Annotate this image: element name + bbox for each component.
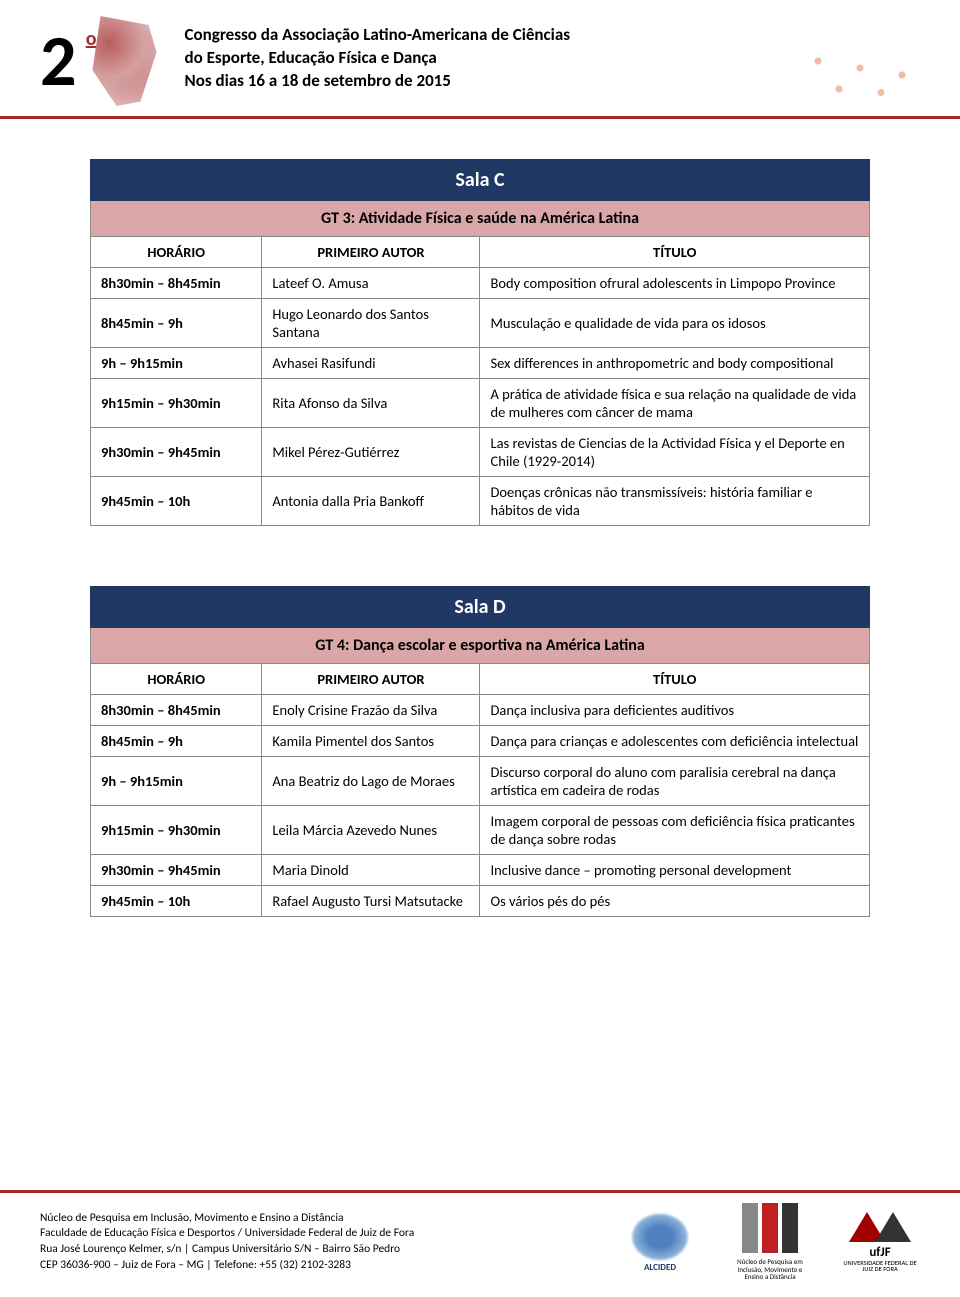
- schedule-table-sala-d: Sala D GT 4: Dança escolar e esportiva n…: [90, 586, 870, 917]
- table1-body: 8h30min – 8h45minLateef O. AmusaBody com…: [91, 268, 870, 526]
- col-header-autor: PRIMEIRO AUTOR: [262, 237, 480, 268]
- ufjf-sub: UNIVERSIDADE FEDERAL DE JUIZ DE FORA: [840, 1260, 920, 1273]
- gme-logo: Núcleo de Pesquisa em Inclusão, Moviment…: [730, 1207, 810, 1277]
- table-row: 9h45min – 10hRafael Augusto Tursi Matsut…: [91, 886, 870, 917]
- cell-autor: Enoly Crisine Frazão da Silva: [262, 695, 480, 726]
- bar-icon: [782, 1203, 798, 1253]
- cell-titulo: Inclusive dance – promoting personal dev…: [480, 855, 870, 886]
- table-row: 9h – 9h15minAvhasei RasifundiSex differe…: [91, 348, 870, 379]
- footer-address: Núcleo de Pesquisa em Inclusão, Moviment…: [40, 1211, 600, 1273]
- footer-line-3: Rua José Lourenço Kelmer, s/n | Campus U…: [40, 1242, 600, 1258]
- col-header-autor: PRIMEIRO AUTOR: [262, 664, 480, 695]
- cell-horario: 9h45min – 10h: [91, 886, 262, 917]
- page-header: 2 o Congresso da Associação Latino-Ameri…: [0, 0, 960, 119]
- table-row: 9h – 9h15minAna Beatriz do Lago de Morae…: [91, 757, 870, 806]
- alcided-logo: ALCIDED: [620, 1207, 700, 1277]
- cell-titulo: Sex differences in anthropometric and bo…: [480, 348, 870, 379]
- decorative-dots: [790, 40, 930, 110]
- globe-icon: [630, 1212, 690, 1262]
- table-row: 8h30min – 8h45minEnoly Crisine Frazão da…: [91, 695, 870, 726]
- cell-autor: Maria Dinold: [262, 855, 480, 886]
- main-content: Sala C GT 3: Atividade Física e saúde na…: [0, 119, 960, 997]
- cell-horario: 9h30min – 9h45min: [91, 428, 262, 477]
- ordinal-suffix: o: [86, 29, 97, 49]
- cell-horario: 8h30min – 8h45min: [91, 695, 262, 726]
- sala-title: Sala D: [91, 587, 870, 628]
- table-row: 9h15min – 9h30minLeila Márcia Azevedo Nu…: [91, 806, 870, 855]
- table-row: 8h45min – 9hHugo Leonardo dos Santos San…: [91, 299, 870, 348]
- cell-horario: 8h45min – 9h: [91, 299, 262, 348]
- bar-icon: [762, 1203, 778, 1253]
- cell-titulo: Dança inclusiva para deficientes auditiv…: [480, 695, 870, 726]
- cell-autor: Leila Márcia Azevedo Nunes: [262, 806, 480, 855]
- page-footer: Núcleo de Pesquisa em Inclusão, Moviment…: [0, 1190, 960, 1297]
- ufjf-name: ufJF: [869, 1245, 890, 1260]
- cell-titulo: A prática de atividade física e sua rela…: [480, 379, 870, 428]
- schedule-table-sala-c: Sala C GT 3: Atividade Física e saúde na…: [90, 159, 870, 526]
- table-row: 9h45min – 10hAntonia dalla Pria BankoffD…: [91, 477, 870, 526]
- table-row: 9h30min – 9h45minMikel Pérez-GutiérrezLa…: [91, 428, 870, 477]
- cell-autor: Antonia dalla Pria Bankoff: [262, 477, 480, 526]
- cell-titulo: Las revistas de Ciencias de la Actividad…: [480, 428, 870, 477]
- cell-autor: Hugo Leonardo dos Santos Santana: [262, 299, 480, 348]
- gt-title: GT 4: Dança escolar e esportiva na Améri…: [91, 628, 870, 664]
- triangle-icon: [875, 1212, 911, 1242]
- footer-line-2: Faculdade de Educação Física e Desportos…: [40, 1226, 600, 1242]
- cell-horario: 9h45min – 10h: [91, 477, 262, 526]
- ordinal-number: 2 o: [40, 25, 77, 97]
- table-row: 9h15min – 9h30minRita Afonso da SilvaA p…: [91, 379, 870, 428]
- cell-autor: Lateef O. Amusa: [262, 268, 480, 299]
- cell-autor: Mikel Pérez-Gutiérrez: [262, 428, 480, 477]
- cell-autor: Kamila Pimentel dos Santos: [262, 726, 480, 757]
- col-header-horario: HORÁRIO: [91, 237, 262, 268]
- cell-horario: 8h30min – 8h45min: [91, 268, 262, 299]
- cell-horario: 9h – 9h15min: [91, 348, 262, 379]
- col-header-horario: HORÁRIO: [91, 664, 262, 695]
- cell-titulo: Os vários pés do pés: [480, 886, 870, 917]
- cell-titulo: Musculação e qualidade de vida para os i…: [480, 299, 870, 348]
- col-header-titulo: TÍTULO: [480, 237, 870, 268]
- gme-bars: [741, 1203, 799, 1256]
- cell-titulo: Discurso corporal do aluno com paralisia…: [480, 757, 870, 806]
- event-logo: 2 o: [40, 16, 165, 106]
- cell-autor: Rita Afonso da Silva: [262, 379, 480, 428]
- cell-titulo: Doenças crônicas não transmissíveis: his…: [480, 477, 870, 526]
- cell-autor: Ana Beatriz do Lago de Moraes: [262, 757, 480, 806]
- sala-title: Sala C: [91, 160, 870, 201]
- cell-titulo: Body composition ofrural adolescents in …: [480, 268, 870, 299]
- cell-horario: 8h45min – 9h: [91, 726, 262, 757]
- table-row: 8h45min – 9hKamila Pimentel dos SantosDa…: [91, 726, 870, 757]
- footer-line-1: Núcleo de Pesquisa em Inclusão, Moviment…: [40, 1211, 600, 1227]
- alcided-label: ALCIDED: [644, 1262, 676, 1273]
- gme-label: Núcleo de Pesquisa em Inclusão, Moviment…: [730, 1258, 810, 1281]
- ufjf-triangles: [849, 1212, 911, 1245]
- table-row: 8h30min – 8h45minLateef O. AmusaBody com…: [91, 268, 870, 299]
- footer-logos: ALCIDED Núcleo de Pesquisa em Inclusão, …: [620, 1207, 920, 1277]
- ordinal-digit: 2: [40, 17, 77, 105]
- cell-horario: 9h30min – 9h45min: [91, 855, 262, 886]
- table2-body: 8h30min – 8h45minEnoly Crisine Frazão da…: [91, 695, 870, 917]
- cell-autor: Avhasei Rasifundi: [262, 348, 480, 379]
- cell-horario: 9h15min – 9h30min: [91, 379, 262, 428]
- cell-horario: 9h – 9h15min: [91, 757, 262, 806]
- cell-autor: Rafael Augusto Tursi Matsutacke: [262, 886, 480, 917]
- footer-line-4: CEP 36036-900 – Juiz de Fora – MG | Tele…: [40, 1258, 600, 1274]
- bar-icon: [742, 1203, 758, 1253]
- cell-horario: 9h15min – 9h30min: [91, 806, 262, 855]
- gt-title: GT 3: Atividade Física e saúde na Améric…: [91, 201, 870, 237]
- table-row: 9h30min – 9h45minMaria DinoldInclusive d…: [91, 855, 870, 886]
- cell-titulo: Imagem corporal de pessoas com deficiênc…: [480, 806, 870, 855]
- col-header-titulo: TÍTULO: [480, 664, 870, 695]
- cell-titulo: Dança para crianças e adolescentes com d…: [480, 726, 870, 757]
- ufjf-logo: ufJF UNIVERSIDADE FEDERAL DE JUIZ DE FOR…: [840, 1207, 920, 1277]
